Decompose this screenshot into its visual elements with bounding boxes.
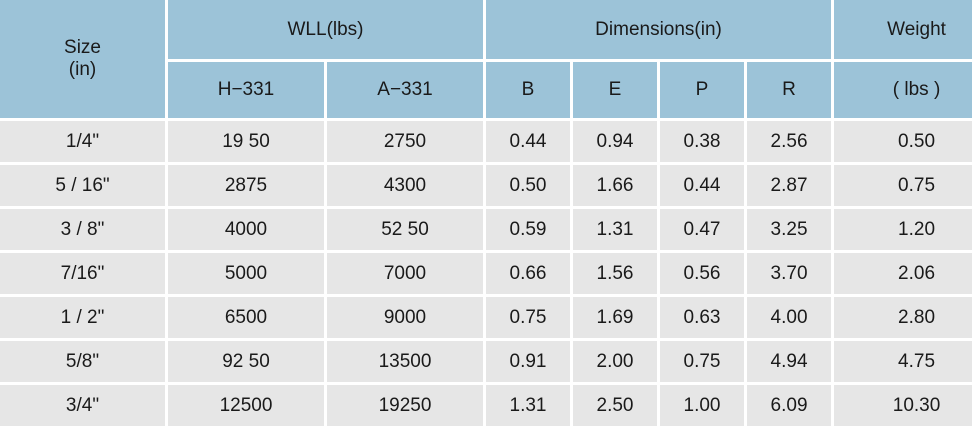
cell-p: 0.75 [660,341,745,382]
header-row-group: Size (in) WLL(lbs) Dimensions(in) Weight [0,0,972,118]
header-wll: WLL(lbs) [168,0,484,59]
cell-h331: 19 50 [168,121,324,162]
header-size-label: Size [64,37,101,58]
cell-e: 0.94 [573,121,658,162]
cell-size: 7/16" [0,253,165,294]
cell-e: 1.31 [573,209,658,250]
cell-a331: 19250 [327,385,484,426]
cell-size: 5/8" [0,341,165,382]
cell-e: 2.50 [573,385,658,426]
header-h331: H−331 [168,62,324,118]
cell-r: 3.70 [747,253,832,294]
cell-h331: 2875 [168,165,324,206]
cell-e: 1.69 [573,297,658,338]
cell-a331: 7000 [327,253,484,294]
header-a331: A−331 [327,62,484,118]
table-row: 1/4" 19 50 2750 0.44 0.94 0.38 2.56 0.50 [0,121,972,162]
table-row: 5/8" 92 50 13500 0.91 2.00 0.75 4.94 4.7… [0,341,972,382]
cell-size: 1/4" [0,121,165,162]
cell-b: 0.91 [486,341,571,382]
table-row: 3/4" 12500 19250 1.31 2.50 1.00 6.09 10.… [0,385,972,426]
cell-h331: 4000 [168,209,324,250]
table-row: 7/16" 5000 7000 0.66 1.56 0.56 3.70 2.06 [0,253,972,294]
cell-weight: 0.75 [834,165,972,206]
cell-weight: 4.75 [834,341,972,382]
cell-e: 2.00 [573,341,658,382]
header-row-sub: H−331 A−331 B E P R ( lbs ) [0,62,972,118]
cell-h331: 6500 [168,297,324,338]
header-dimensions: Dimensions(in) [486,0,832,59]
header-weight-unit: ( lbs ) [834,62,972,118]
cell-weight: 0.50 [834,121,972,162]
cell-a331: 52 50 [327,209,484,250]
cell-size: 1 / 2" [0,297,165,338]
table-row: 3 / 8" 4000 52 50 0.59 1.31 0.47 3.25 1.… [0,209,972,250]
cell-b: 0.50 [486,165,571,206]
cell-r: 3.25 [747,209,832,250]
cell-p: 0.63 [660,297,745,338]
header-e: E [573,62,658,118]
cell-e: 1.56 [573,253,658,294]
cell-e: 1.66 [573,165,658,206]
header-weight: Weight [834,0,972,59]
cell-h331: 92 50 [168,341,324,382]
cell-weight: 1.20 [834,209,972,250]
cell-p: 1.00 [660,385,745,426]
cell-b: 0.59 [486,209,571,250]
cell-b: 0.66 [486,253,571,294]
cell-h331: 12500 [168,385,324,426]
cell-size: 5 / 16" [0,165,165,206]
cell-r: 4.94 [747,341,832,382]
cell-weight: 10.30 [834,385,972,426]
cell-b: 1.31 [486,385,571,426]
cell-b: 0.75 [486,297,571,338]
cell-b: 0.44 [486,121,571,162]
cell-p: 0.38 [660,121,745,162]
cell-a331: 2750 [327,121,484,162]
cell-a331: 9000 [327,297,484,338]
cell-size: 3/4" [0,385,165,426]
table-row: 1 / 2" 6500 9000 0.75 1.69 0.63 4.00 2.8… [0,297,972,338]
cell-r: 6.09 [747,385,832,426]
cell-weight: 2.06 [834,253,972,294]
cell-r: 4.00 [747,297,832,338]
header-r: R [747,62,832,118]
table-row: 5 / 16" 2875 4300 0.50 1.66 0.44 2.87 0.… [0,165,972,206]
cell-weight: 2.80 [834,297,972,338]
header-size: Size (in) [0,0,165,118]
cell-r: 2.56 [747,121,832,162]
header-b: B [486,62,571,118]
cell-p: 0.44 [660,165,745,206]
header-size-unit: (in) [68,59,97,80]
cell-size: 3 / 8" [0,209,165,250]
header-p: P [660,62,745,118]
cell-p: 0.47 [660,209,745,250]
cell-p: 0.56 [660,253,745,294]
cell-r: 2.87 [747,165,832,206]
cell-h331: 5000 [168,253,324,294]
cell-a331: 4300 [327,165,484,206]
cell-a331: 13500 [327,341,484,382]
